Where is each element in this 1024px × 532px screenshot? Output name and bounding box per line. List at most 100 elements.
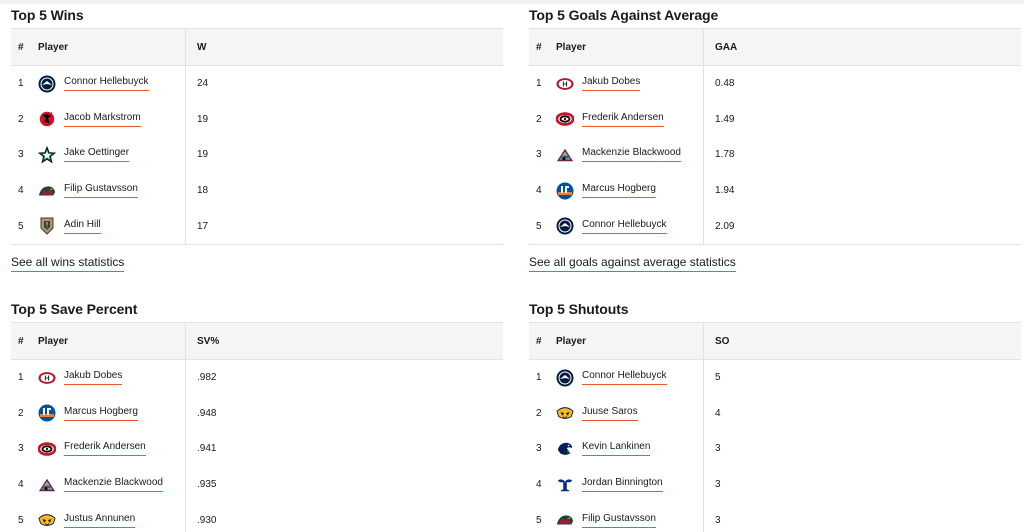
player-link[interactable]: Adin Hill [64,219,101,234]
montreal-canadiens-logo-icon: H [556,75,574,93]
table-row: 5 Filip Gustavsson 3 [529,502,1021,532]
rank-cell: 1 [18,78,24,90]
wins-header: W [185,29,503,65]
gaa-value: 1.49 [703,101,1021,138]
table-row: 3 Kevin Lankinen 3 [529,431,1021,467]
player-link[interactable]: Jakub Dobes [582,76,641,92]
save-percent-title: Top 5 Save Percent [11,301,138,317]
colorado-avalanche-logo-icon [38,476,56,494]
player-link[interactable]: Jakub Dobes [64,370,123,386]
player-link[interactable]: Mackenzie Blackwood [582,147,681,163]
player-link[interactable]: Connor Hellebuyck [582,370,667,386]
table-row: 2 Jacob Markstrom 19 [11,101,503,138]
table-row: 2 Juuse Saros 4 [529,395,1021,432]
table-row: 3 Mackenzie Blackwood 1.78 [529,137,1021,173]
rank-header: # [536,41,542,53]
player-link[interactable]: Justus Annunen [64,513,136,528]
player-link[interactable]: Jacob Markstrom [64,112,141,127]
rank-cell: 3 [18,443,24,455]
player-header: Player [556,335,587,347]
gaa-value: 0.48 [703,66,1021,102]
svg-text:H: H [562,79,567,88]
carolina-hurricanes-logo-icon [38,440,56,458]
player-link[interactable]: Kevin Lankinen [582,441,651,457]
rank-cell: 5 [536,514,542,526]
nashville-predators-logo-icon [556,404,574,422]
shutouts-table-body: 1 Connor Hellebuyck 5 2 Juuse Saros 4 3 … [529,360,1021,532]
player-link[interactable]: Marcus Hogberg [582,183,656,199]
save-percent-panel: Top 5 Save Percent # Player SV% 1 H Jakub… [11,298,503,532]
shutouts-value: 3 [703,502,1021,532]
player-link[interactable]: Juuse Saros [582,406,638,421]
table-row: 4 Mackenzie Blackwood .935 [11,466,503,503]
save-percent-value: .982 [185,360,503,396]
rank-cell: 4 [18,479,24,491]
table-row: 1 Connor Hellebuyck 24 [11,66,503,102]
table-row: 1 H Jakub Dobes .982 [11,360,503,396]
shutouts-value: 3 [703,431,1021,467]
gaa-header: GAA [703,29,1021,65]
gaa-panel: Top 5 Goals Against Average # Player GAA… [529,4,1021,272]
vegas-golden-knights-logo-icon [38,217,56,235]
player-link[interactable]: Frederik Andersen [582,112,664,127]
rank-cell: 3 [536,443,542,455]
colorado-avalanche-logo-icon [556,146,574,164]
see-all-wins-link[interactable]: See all wins statistics [11,255,125,272]
player-header: Player [38,335,69,347]
vancouver-canucks-logo-icon [556,440,574,458]
wins-panel: Top 5 Wins # Player W 1 Connor Hellebuyc… [11,4,503,272]
table-row: 1 Connor Hellebuyck 5 [529,360,1021,396]
wins-table-body: 1 Connor Hellebuyck 24 2 Jacob Markstrom… [11,66,503,245]
player-link[interactable]: Filip Gustavsson [64,183,138,199]
player-link[interactable]: Filip Gustavsson [582,513,656,528]
player-link[interactable]: Marcus Hogberg [64,406,138,421]
rank-cell: 2 [536,407,542,419]
player-link[interactable]: Mackenzie Blackwood [64,477,163,493]
carolina-hurricanes-logo-icon [556,110,574,128]
rank-cell: 4 [536,479,542,491]
table-row: 2 Frederik Andersen 1.49 [529,101,1021,138]
save-percent-table-body: 1 H Jakub Dobes .982 2 Marcus Hogberg .94… [11,360,503,532]
rank-cell: 4 [18,185,24,197]
gaa-table-body: 1 H Jakub Dobes 0.48 2 Frederik Andersen … [529,66,1021,245]
wins-value: 19 [185,137,503,173]
player-link[interactable]: Jake Oettinger [64,147,130,163]
shutouts-panel: Top 5 Shutouts # Player SO 1 Connor Hell… [529,298,1021,532]
player-link[interactable]: Jordan Binnington [582,477,663,493]
winnipeg-jets-logo-icon [556,217,574,235]
player-header: Player [556,41,587,53]
st-louis-blues-logo-icon [556,476,574,494]
table-row: 3 Jake Oettinger 19 [11,137,503,173]
table-row: 1 H Jakub Dobes 0.48 [529,66,1021,102]
new-jersey-devils-logo-icon [38,110,56,128]
montreal-canadiens-logo-icon: H [38,369,56,387]
shutouts-header: SO [703,323,1021,359]
rank-cell: 3 [536,149,542,161]
table-row: 4 Filip Gustavsson 18 [11,172,503,209]
save-percent-value: .941 [185,431,503,467]
minnesota-wild-logo-icon [556,511,574,529]
see-all-gaa-link[interactable]: See all goals against average statistics [529,255,736,272]
player-link[interactable]: Connor Hellebuyck [582,219,667,234]
table-row: 2 Marcus Hogberg .948 [11,395,503,432]
table-row: 5 Justus Annunen .930 [11,502,503,532]
save-percent-value: .948 [185,395,503,432]
gaa-value: 1.94 [703,172,1021,209]
shutouts-table-header: # Player SO [529,322,1021,360]
player-link[interactable]: Connor Hellebuyck [64,76,149,92]
rank-cell: 5 [18,220,24,232]
rank-cell: 2 [536,113,542,125]
top-divider [0,0,1024,4]
table-row: 3 Frederik Andersen .941 [11,431,503,467]
table-row: 5 Adin Hill 17 [11,208,503,244]
rank-cell: 1 [536,372,542,384]
svg-text:H: H [44,373,49,382]
rank-cell: 1 [536,78,542,90]
player-link[interactable]: Frederik Andersen [64,441,146,457]
wins-value: 24 [185,66,503,102]
dallas-stars-logo-icon [38,145,56,164]
shutouts-value: 3 [703,466,1021,503]
save-percent-table-header: # Player SV% [11,322,503,360]
nashville-predators-logo-icon [38,511,56,529]
new-york-islanders-logo-icon [556,182,574,200]
